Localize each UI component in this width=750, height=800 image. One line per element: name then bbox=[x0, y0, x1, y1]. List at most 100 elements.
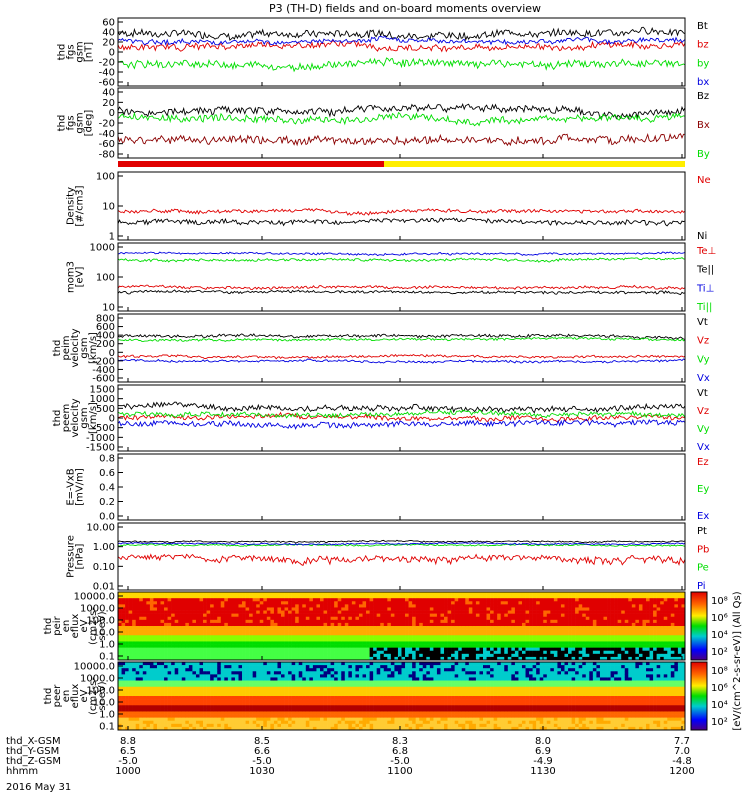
heatmap-cell bbox=[263, 714, 268, 718]
heatmap-cell bbox=[454, 629, 459, 633]
heatmap-cell bbox=[231, 626, 236, 630]
heatmap-cell bbox=[288, 632, 292, 636]
heatmap-cell bbox=[596, 653, 601, 658]
heatmap-cell bbox=[358, 632, 363, 636]
heatmap-cell bbox=[373, 653, 377, 658]
heatmap-cell bbox=[312, 705, 317, 709]
heatmap-cell bbox=[553, 626, 558, 630]
heatmap-cell bbox=[408, 635, 413, 639]
heatmap-cell bbox=[589, 641, 594, 645]
heatmap-cell bbox=[486, 595, 491, 599]
heatmap-cell bbox=[142, 665, 147, 669]
heatmap-cell bbox=[351, 598, 356, 602]
heatmap-cell bbox=[284, 680, 289, 684]
heatmap-cell bbox=[132, 702, 137, 706]
heatmap-cell bbox=[220, 641, 225, 645]
heatmap-cell bbox=[139, 638, 144, 642]
heatmap-cell bbox=[663, 641, 668, 645]
heatmap-cell bbox=[227, 708, 232, 712]
heatmap-cell bbox=[507, 622, 512, 627]
heatmap-cell bbox=[139, 683, 144, 688]
heatmap-cell bbox=[373, 635, 377, 639]
heatmap-cell bbox=[142, 717, 147, 722]
heatmap-cell bbox=[266, 717, 271, 722]
heatmap-cell bbox=[125, 677, 129, 681]
heatmap-cell bbox=[295, 644, 300, 648]
heatmap-cell bbox=[578, 644, 583, 648]
heatmap-cell bbox=[298, 598, 303, 602]
heatmap-cell bbox=[305, 699, 310, 703]
heatmap-cell bbox=[429, 616, 434, 621]
heatmap-cell bbox=[653, 604, 657, 608]
heatmap-cell bbox=[210, 714, 214, 718]
heatmap-cell bbox=[596, 647, 601, 652]
heatmap-cell bbox=[514, 601, 519, 605]
heatmap-cell bbox=[277, 689, 282, 694]
heatmap-cell bbox=[451, 641, 455, 645]
heatmap-cell bbox=[653, 610, 657, 614]
heatmap-cell bbox=[610, 644, 615, 648]
heatmap-cell bbox=[358, 595, 363, 599]
heatmap-cell bbox=[529, 653, 533, 658]
heatmap-cell bbox=[259, 683, 264, 688]
heatmap-cell bbox=[500, 616, 505, 621]
heatmap-cell bbox=[511, 619, 516, 624]
heatmap-cell bbox=[486, 619, 491, 624]
heatmap-cell bbox=[238, 644, 243, 648]
heatmap-cell bbox=[295, 674, 300, 678]
heatmap-cell bbox=[298, 699, 303, 703]
heatmap-cell bbox=[309, 692, 314, 697]
heatmap-cell bbox=[429, 629, 434, 633]
heatmap-cell bbox=[497, 638, 502, 642]
heatmap-cell bbox=[355, 592, 360, 596]
heatmap-cell bbox=[234, 653, 239, 658]
heatmap-cell bbox=[585, 610, 590, 614]
heatmap-cell bbox=[206, 650, 211, 655]
heatmap-cell bbox=[532, 619, 537, 624]
heatmap-cell bbox=[213, 689, 218, 694]
heatmap-cell bbox=[295, 622, 300, 627]
heatmap-cell bbox=[589, 647, 594, 652]
heatmap-cell bbox=[220, 683, 225, 688]
heatmap-cell bbox=[252, 635, 257, 639]
heatmap-cell bbox=[366, 616, 370, 621]
heatmap-cell bbox=[316, 616, 321, 621]
heatmap-cell bbox=[334, 610, 339, 614]
heatmap-cell bbox=[227, 726, 232, 731]
heatmap-cell bbox=[426, 592, 431, 596]
heatmap-cell bbox=[610, 629, 615, 633]
heatmap-cell bbox=[249, 656, 253, 661]
heatmap-cell bbox=[132, 720, 137, 725]
heatmap-cell bbox=[617, 641, 622, 645]
heatmap-cell bbox=[291, 689, 296, 694]
heatmap-cell bbox=[153, 671, 158, 675]
heatmap-cell bbox=[525, 626, 530, 630]
heatmap-cell bbox=[663, 610, 668, 614]
heatmap-cell bbox=[121, 665, 126, 669]
heatmap-cell bbox=[249, 616, 253, 621]
y-tick-label: 200 bbox=[96, 339, 115, 350]
heatmap-cell bbox=[514, 613, 519, 618]
heatmap-cell bbox=[543, 601, 548, 605]
heatmap-cell bbox=[199, 680, 204, 684]
panel-frame bbox=[117, 453, 686, 521]
heatmap-cell bbox=[592, 619, 597, 624]
heatmap-cell bbox=[227, 604, 232, 608]
heatmap-cell bbox=[210, 665, 214, 669]
heatmap-cell bbox=[362, 629, 367, 633]
heatmap-cell bbox=[224, 653, 229, 658]
heatmap-cell bbox=[603, 598, 608, 602]
heatmap-cell bbox=[670, 647, 675, 652]
heatmap-cell bbox=[575, 595, 579, 599]
heatmap-cell bbox=[284, 689, 289, 694]
heatmap-cell bbox=[181, 595, 186, 599]
heatmap-cell bbox=[263, 604, 268, 608]
heatmap-cell bbox=[493, 604, 498, 608]
heatmap-cell bbox=[242, 720, 246, 725]
heatmap-cell bbox=[624, 656, 629, 661]
heatmap-cell bbox=[475, 607, 480, 611]
heatmap-cell bbox=[199, 632, 204, 636]
heatmap-cell bbox=[638, 629, 643, 633]
heatmap-cell bbox=[125, 714, 129, 718]
